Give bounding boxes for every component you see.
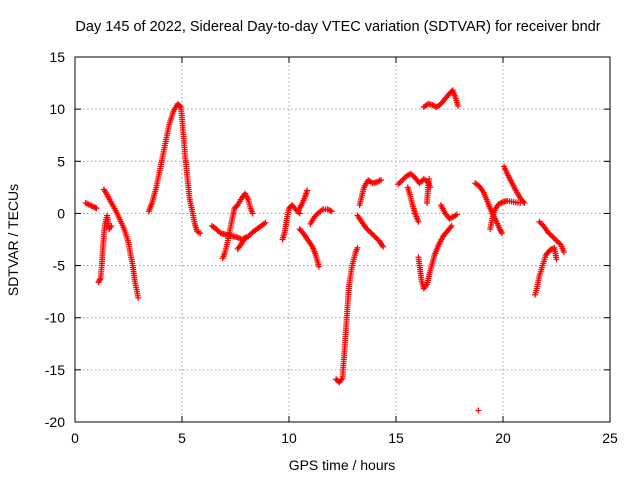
data-point bbox=[327, 207, 334, 214]
y-tick-label: -5 bbox=[53, 258, 66, 274]
data-point bbox=[396, 179, 403, 186]
data-point bbox=[108, 222, 115, 229]
y-tick-label: 0 bbox=[57, 205, 65, 221]
axis-ticks: 0 5 10 15 20 25 -20 -15 -10 -5 0 5 10 15 bbox=[45, 49, 618, 446]
y-tick-label: -10 bbox=[45, 310, 65, 326]
data-point bbox=[498, 230, 505, 237]
data-point bbox=[537, 220, 544, 227]
data-point bbox=[135, 294, 142, 301]
data-point bbox=[520, 198, 527, 205]
y-tick-label: 10 bbox=[49, 101, 65, 117]
data-point bbox=[498, 199, 505, 206]
data-point bbox=[304, 187, 311, 194]
grid bbox=[75, 57, 610, 422]
data-point bbox=[368, 230, 375, 237]
data-point bbox=[453, 211, 460, 218]
data-point bbox=[552, 236, 559, 243]
data-point bbox=[373, 234, 380, 241]
data-point bbox=[415, 218, 422, 225]
data-point bbox=[325, 206, 332, 213]
data-point bbox=[370, 231, 377, 238]
y-tick-label: 5 bbox=[57, 153, 65, 169]
data-point bbox=[553, 256, 560, 263]
data-point bbox=[399, 177, 406, 184]
data-point bbox=[338, 376, 345, 383]
data-point bbox=[236, 235, 243, 242]
y-axis-label: SDTVAR / TECUs bbox=[5, 184, 21, 296]
data-point bbox=[367, 229, 374, 236]
plot-frame bbox=[74, 56, 611, 423]
data-point bbox=[409, 172, 416, 179]
y-tick-label: 15 bbox=[49, 49, 65, 65]
data-point bbox=[549, 233, 556, 240]
data-point bbox=[400, 175, 407, 182]
data-point bbox=[315, 263, 322, 270]
data-point bbox=[380, 243, 387, 250]
data-point bbox=[371, 233, 378, 240]
data-point bbox=[328, 208, 335, 215]
data-point bbox=[550, 234, 557, 241]
x-tick-label: 25 bbox=[602, 430, 618, 446]
data-point bbox=[197, 230, 204, 237]
chart-title: Day 145 of 2022, Sidereal Day-to-day VTE… bbox=[75, 19, 600, 35]
data-point bbox=[176, 103, 183, 110]
data-point bbox=[93, 205, 100, 212]
data-point bbox=[448, 222, 455, 229]
data-point bbox=[426, 176, 433, 183]
data-point bbox=[365, 227, 372, 234]
data-point bbox=[262, 219, 269, 226]
data-point bbox=[354, 244, 361, 251]
x-tick-label: 0 bbox=[71, 430, 79, 446]
x-tick-label: 20 bbox=[495, 430, 511, 446]
data-points bbox=[82, 87, 567, 414]
data-point bbox=[397, 178, 404, 185]
data-point bbox=[455, 103, 462, 110]
data-point bbox=[547, 231, 554, 238]
data-point bbox=[236, 243, 243, 250]
data-point bbox=[375, 178, 382, 185]
data-point bbox=[249, 210, 256, 217]
data-point bbox=[422, 282, 429, 289]
x-tick-label: 5 bbox=[178, 430, 186, 446]
data-point bbox=[447, 224, 454, 231]
data-point bbox=[475, 407, 482, 414]
data-point bbox=[498, 228, 505, 235]
y-tick-label: -15 bbox=[45, 362, 65, 378]
data-point bbox=[96, 276, 103, 283]
data-point bbox=[554, 238, 561, 245]
data-point bbox=[378, 177, 385, 184]
x-tick-label: 10 bbox=[281, 430, 297, 446]
y-tick-label: -20 bbox=[45, 414, 65, 430]
data-point bbox=[521, 200, 528, 206]
x-axis-label: GPS time / hours bbox=[289, 457, 396, 473]
data-point bbox=[553, 237, 560, 244]
data-point bbox=[536, 218, 543, 225]
data-point bbox=[560, 249, 567, 256]
x-tick-label: 15 bbox=[388, 430, 404, 446]
